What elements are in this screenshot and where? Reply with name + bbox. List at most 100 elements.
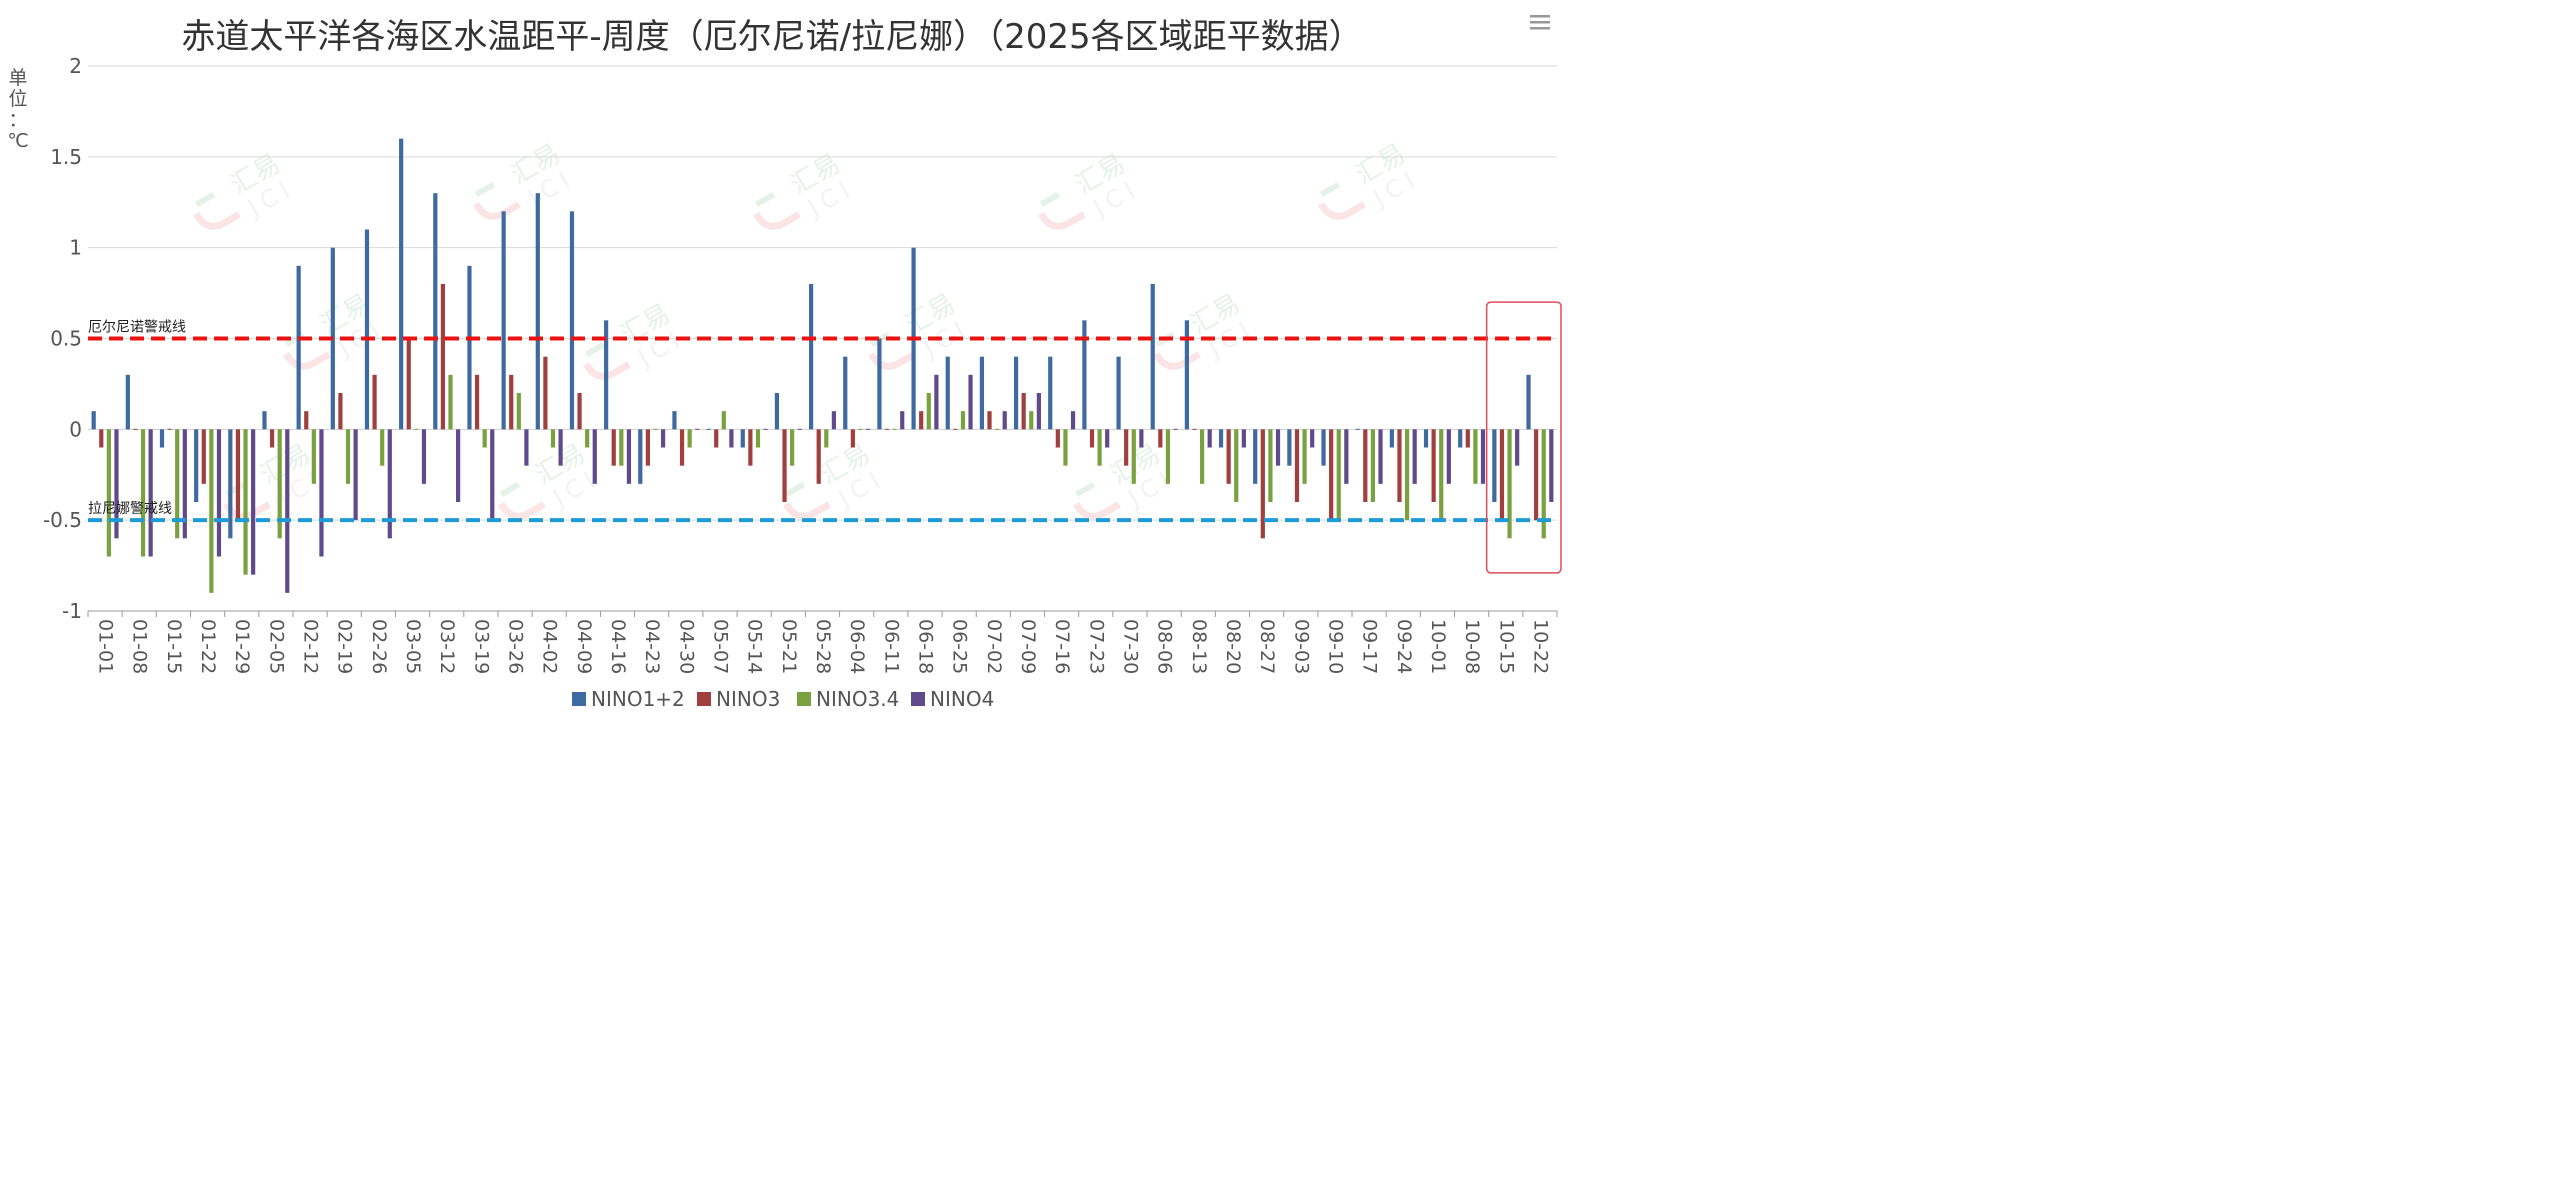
bar-nino4[interactable] xyxy=(1344,429,1349,484)
bar-nino3[interactable] xyxy=(714,429,719,448)
bar-nino3-4[interactable] xyxy=(1439,429,1444,521)
bar-nino3-4[interactable] xyxy=(687,429,692,448)
bar-nino1-2[interactable] xyxy=(262,411,267,430)
bar-nino1-2[interactable] xyxy=(433,193,438,430)
bar-nino4[interactable] xyxy=(865,428,871,430)
bar-nino3[interactable] xyxy=(543,356,548,430)
bar-nino1-2[interactable] xyxy=(1321,429,1326,466)
bar-nino4[interactable] xyxy=(456,429,461,502)
bar-nino1-2[interactable] xyxy=(501,211,506,430)
bar-nino3[interactable] xyxy=(1158,429,1163,448)
bar-nino3-4[interactable] xyxy=(926,393,931,430)
bar-nino3-4[interactable] xyxy=(140,429,146,557)
bar-nino4[interactable] xyxy=(695,428,700,430)
bar-nino3[interactable] xyxy=(611,429,616,466)
bar-nino3[interactable] xyxy=(440,284,446,430)
legend-item-nino4[interactable]: NINO4 xyxy=(911,687,994,711)
bar-nino3-4[interactable] xyxy=(550,429,556,448)
bar-nino4[interactable] xyxy=(660,429,666,448)
bar-nino1-2[interactable] xyxy=(945,356,950,430)
bar-nino3-4[interactable] xyxy=(619,429,624,466)
bar-nino3[interactable] xyxy=(1397,429,1402,502)
bar-nino3[interactable] xyxy=(99,429,104,448)
bar-nino1-2[interactable] xyxy=(672,411,677,430)
bar-nino4[interactable] xyxy=(934,374,939,430)
bar-nino3-4[interactable] xyxy=(1302,429,1307,484)
bar-nino4[interactable] xyxy=(148,429,153,557)
bar-nino4[interactable] xyxy=(900,411,905,430)
bar-nino1-2[interactable] xyxy=(1458,429,1463,448)
bar-nino3[interactable] xyxy=(679,429,685,466)
bar-nino1-2[interactable] xyxy=(1526,374,1531,430)
bar-nino1-2[interactable] xyxy=(159,429,165,448)
bar-nino4[interactable] xyxy=(1070,411,1076,430)
bar-nino4[interactable] xyxy=(1412,429,1417,484)
bar-nino1-2[interactable] xyxy=(1082,320,1087,430)
bar-nino3[interactable] xyxy=(953,428,958,430)
legend-item-nino3[interactable]: NINO3 xyxy=(697,687,780,711)
bar-nino1-2[interactable] xyxy=(399,138,404,430)
bar-nino1-2[interactable] xyxy=(1423,429,1429,448)
bar-nino4[interactable] xyxy=(729,429,734,448)
bar-nino4[interactable] xyxy=(387,429,392,539)
bar-nino4[interactable] xyxy=(285,429,290,593)
bar-nino3[interactable] xyxy=(577,393,582,430)
bar-nino4[interactable] xyxy=(1480,429,1486,484)
bar-nino4[interactable] xyxy=(1105,429,1110,448)
bar-nino3[interactable] xyxy=(645,429,650,466)
bar-nino3[interactable] xyxy=(1124,429,1129,466)
bar-nino4[interactable] xyxy=(1173,428,1178,430)
bar-nino3[interactable] xyxy=(1363,429,1368,502)
bar-nino1-2[interactable] xyxy=(194,429,199,502)
bar-nino1-2[interactable] xyxy=(877,338,882,430)
bar-nino3-4[interactable] xyxy=(277,429,282,539)
bar-nino4[interactable] xyxy=(1549,429,1554,502)
bar-nino3[interactable] xyxy=(1431,429,1436,502)
bar-nino4[interactable] xyxy=(968,374,973,430)
bar-nino3[interactable] xyxy=(782,429,787,502)
bar-nino3-4[interactable] xyxy=(482,429,487,448)
bar-nino3-4[interactable] xyxy=(345,429,351,484)
bar-nino4[interactable] xyxy=(182,429,187,539)
bar-nino1-2[interactable] xyxy=(1013,356,1019,430)
bar-nino3[interactable] xyxy=(1226,429,1231,484)
bar-nino3-4[interactable] xyxy=(1404,429,1410,521)
bar-nino3[interactable] xyxy=(816,429,821,484)
bar-nino1-2[interactable] xyxy=(706,428,711,430)
bar-nino4[interactable] xyxy=(1241,429,1246,448)
bar-nino3[interactable] xyxy=(372,374,377,430)
bar-nino1-2[interactable] xyxy=(1116,356,1121,430)
legend-item-nino1-2[interactable]: NINO1+2 xyxy=(572,687,685,711)
bar-nino3-4[interactable] xyxy=(790,429,795,466)
bar-nino3[interactable] xyxy=(474,374,480,430)
bar-nino1-2[interactable] xyxy=(1355,428,1360,430)
bar-nino1-2[interactable] xyxy=(1253,429,1258,484)
bar-nino3[interactable] xyxy=(509,374,514,430)
bar-nino4[interactable] xyxy=(797,428,802,430)
bar-nino3[interactable] xyxy=(1499,429,1505,521)
hamburger-menu-icon[interactable] xyxy=(1524,10,1554,36)
bar-nino3-4[interactable] xyxy=(1507,429,1512,539)
bar-nino3-4[interactable] xyxy=(1336,429,1341,521)
bar-nino4[interactable] xyxy=(558,429,563,466)
bar-nino1-2[interactable] xyxy=(1184,320,1189,430)
bar-nino4[interactable] xyxy=(1036,393,1041,430)
bar-nino3-4[interactable] xyxy=(960,411,966,430)
bar-nino3[interactable] xyxy=(1465,429,1470,448)
bar-nino3-4[interactable] xyxy=(858,428,863,430)
bar-nino1-2[interactable] xyxy=(125,374,130,430)
bar-nino3-4[interactable] xyxy=(1063,429,1068,466)
bar-nino4[interactable] xyxy=(1446,429,1451,484)
bar-nino4[interactable] xyxy=(626,429,632,484)
bar-nino3-4[interactable] xyxy=(209,429,214,593)
bar-nino1-2[interactable] xyxy=(843,356,848,430)
bar-nino3-4[interactable] xyxy=(243,429,248,575)
bar-nino1-2[interactable] xyxy=(1287,429,1292,466)
bar-nino3-4[interactable] xyxy=(824,429,829,448)
bar-nino4[interactable] xyxy=(490,429,495,521)
bar-nino3-4[interactable] xyxy=(380,429,385,466)
bar-nino4[interactable] xyxy=(1207,429,1212,448)
bar-nino3[interactable] xyxy=(1089,429,1095,448)
bar-nino1-2[interactable] xyxy=(1048,356,1053,430)
bar-nino3-4[interactable] xyxy=(1370,429,1376,502)
